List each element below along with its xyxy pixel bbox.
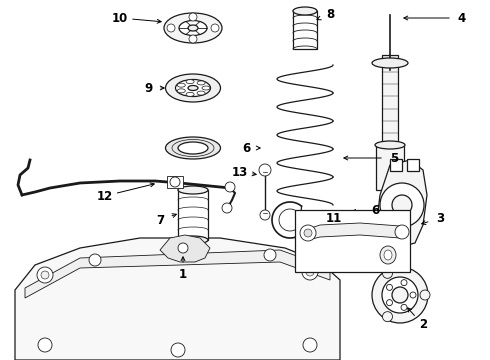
Bar — [390, 159, 402, 171]
Circle shape — [89, 254, 101, 266]
Circle shape — [222, 203, 232, 213]
Circle shape — [264, 249, 276, 261]
Text: 3: 3 — [436, 211, 444, 225]
Bar — [376, 145, 404, 190]
Circle shape — [260, 210, 270, 220]
Text: 6: 6 — [371, 203, 379, 216]
Circle shape — [387, 284, 392, 291]
Circle shape — [395, 225, 409, 239]
Circle shape — [189, 35, 197, 43]
Ellipse shape — [178, 186, 208, 194]
Ellipse shape — [384, 250, 392, 260]
Ellipse shape — [164, 13, 222, 43]
Circle shape — [383, 312, 392, 321]
Ellipse shape — [197, 91, 205, 95]
Circle shape — [41, 271, 49, 279]
Ellipse shape — [178, 236, 208, 244]
Circle shape — [387, 300, 392, 306]
Ellipse shape — [175, 80, 211, 96]
Ellipse shape — [177, 89, 185, 93]
Text: 6: 6 — [242, 141, 250, 154]
Circle shape — [383, 268, 392, 278]
Polygon shape — [377, 160, 427, 247]
Text: 5: 5 — [390, 152, 398, 165]
Circle shape — [211, 24, 219, 32]
Circle shape — [302, 264, 318, 280]
Ellipse shape — [178, 142, 208, 154]
Circle shape — [259, 164, 271, 176]
Circle shape — [372, 267, 428, 323]
Circle shape — [392, 195, 412, 215]
Ellipse shape — [166, 74, 220, 102]
Polygon shape — [160, 235, 210, 262]
Bar — [178, 190, 208, 240]
Ellipse shape — [179, 21, 207, 36]
Text: 8: 8 — [326, 8, 334, 21]
Circle shape — [410, 292, 416, 298]
Bar — [295, 210, 410, 272]
Circle shape — [171, 343, 185, 357]
Circle shape — [189, 13, 197, 21]
Ellipse shape — [197, 81, 205, 85]
Bar — [407, 159, 419, 171]
Text: 4: 4 — [458, 12, 466, 24]
Ellipse shape — [186, 80, 194, 84]
Circle shape — [401, 280, 407, 285]
Circle shape — [392, 287, 408, 303]
Ellipse shape — [186, 92, 194, 96]
Circle shape — [306, 268, 314, 276]
Text: 12: 12 — [97, 189, 113, 202]
Circle shape — [225, 182, 235, 192]
Circle shape — [380, 183, 424, 227]
Circle shape — [401, 304, 407, 310]
Text: 10: 10 — [112, 12, 128, 24]
Circle shape — [167, 24, 175, 32]
Ellipse shape — [293, 7, 317, 15]
Ellipse shape — [380, 246, 396, 264]
Bar — [167, 176, 183, 188]
Polygon shape — [305, 223, 405, 240]
Bar — [293, 11, 317, 49]
Ellipse shape — [375, 141, 405, 149]
Text: 13: 13 — [232, 166, 248, 179]
Bar — [382, 55, 398, 150]
Ellipse shape — [166, 137, 220, 159]
Circle shape — [300, 225, 316, 241]
Ellipse shape — [202, 86, 210, 90]
Text: 11: 11 — [326, 211, 342, 225]
Circle shape — [170, 177, 180, 187]
Text: 2: 2 — [419, 319, 427, 332]
Ellipse shape — [188, 25, 198, 31]
Circle shape — [382, 277, 418, 313]
Circle shape — [37, 267, 53, 283]
Ellipse shape — [372, 58, 408, 68]
Circle shape — [178, 243, 188, 253]
Polygon shape — [15, 238, 340, 360]
Text: 9: 9 — [144, 81, 152, 94]
Text: 7: 7 — [156, 213, 164, 226]
Circle shape — [420, 290, 430, 300]
Ellipse shape — [188, 85, 198, 90]
Ellipse shape — [177, 83, 185, 87]
Circle shape — [303, 338, 317, 352]
Polygon shape — [25, 250, 330, 298]
Text: 1: 1 — [179, 269, 187, 282]
Circle shape — [38, 338, 52, 352]
Circle shape — [304, 229, 312, 237]
